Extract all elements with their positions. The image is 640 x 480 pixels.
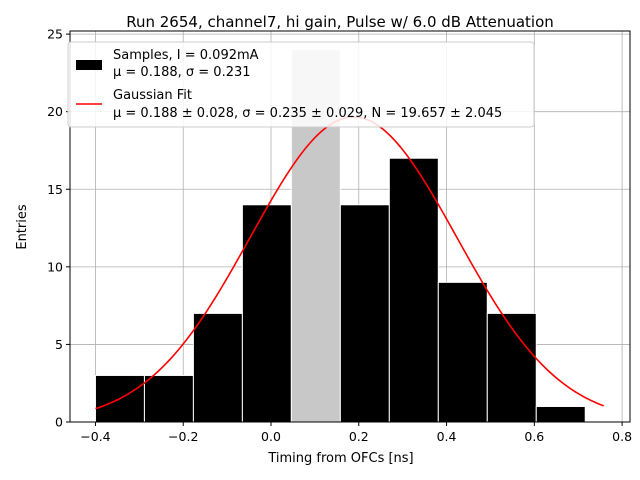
y-tick-label-3: 15 (47, 182, 63, 197)
x-tick-label-5: 0.6 (524, 429, 544, 444)
x-tick-label-2: 0.0 (261, 429, 281, 444)
y-tick-label-4: 20 (47, 104, 63, 119)
legend-samples-label: Samples, I = 0.092mA (113, 48, 259, 63)
y-tick-label-5: 25 (47, 27, 63, 42)
histogram-bar-6 (388, 157, 439, 423)
histogram-bar-1 (143, 374, 194, 423)
histogram-bar-9 (535, 405, 586, 423)
histogram-bar-8 (486, 312, 537, 423)
plot-area-frame (69, 30, 631, 423)
x-tick-label-1: −0.2 (168, 429, 198, 444)
axis-ticks: −0.4 −0.2 0.0 0.2 0.4 0.6 0.8 0 5 10 15 20 25 (47, 27, 632, 444)
x-axis-label: Timing from OFCs [ns] (267, 451, 413, 466)
y-tick-label-2: 10 (47, 259, 63, 274)
histogram-bar-5 (339, 204, 390, 423)
x-tick-label-0: −0.4 (80, 429, 110, 444)
legend-samples-stats: μ = 0.188, σ = 0.231 (113, 65, 251, 80)
legend-box (67, 41, 535, 128)
x-tick-label-3: 0.2 (349, 429, 369, 444)
y-axis-label: Entries (15, 204, 30, 250)
histogram-bar-2 (192, 312, 243, 423)
chart-title: Run 2654, channel7, hi gain, Pulse w/ 6.… (126, 13, 554, 31)
legend-samples-swatch (76, 60, 102, 70)
x-tick-label-4: 0.4 (437, 429, 457, 444)
y-tick-label-0: 0 (55, 415, 63, 430)
legend-fit-label: Gaussian Fit (113, 88, 192, 103)
legend-fit-stats: μ = 0.188 ± 0.028, σ = 0.235 ± 0.029, N … (113, 106, 502, 121)
x-tick-label-6: 0.8 (612, 429, 632, 444)
histogram-bar-7 (437, 281, 488, 423)
y-tick-label-1: 5 (55, 337, 63, 352)
legend: Samples, I = 0.092mA μ = 0.188, σ = 0.23… (67, 41, 535, 128)
